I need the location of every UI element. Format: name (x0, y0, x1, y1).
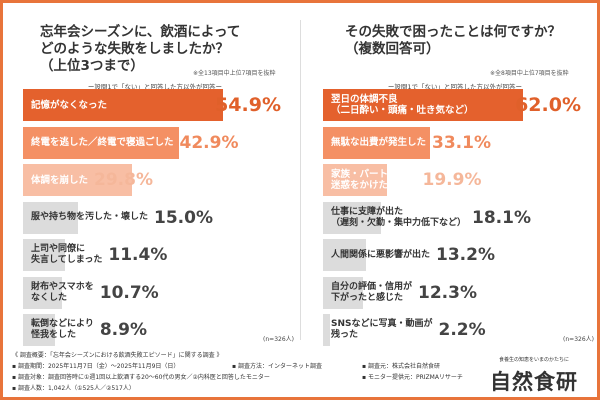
bar-label: SNSなどに写真・動画が 残った (331, 319, 433, 340)
bar (323, 164, 388, 196)
bar (23, 239, 65, 271)
bar-value: 2.2% (438, 320, 486, 340)
summary-heading: 《 調査概要：「忘年会シーズンにおける飲酒失敗エピソード」に関する調査 》 (12, 352, 223, 359)
chart-note: ※全8項目中上位7項目を抜粋 (490, 70, 569, 77)
bar (323, 314, 331, 346)
bar-label: 財布やスマホを なくした (31, 281, 94, 303)
survey-target: ▪ 調査対象：調査回答時に①週1回以上飲酒する20～60代の男女／②内科医と回答… (12, 374, 270, 381)
chart-subtitle: ー設問1で「ない」と回答した方以外が回答ー (387, 83, 523, 91)
bar (23, 314, 56, 346)
bar-value: 10.7% (99, 282, 159, 303)
survey-method: ▪ 調査方法：インターネット調査 (232, 363, 322, 370)
bar-row: 家族・パートナーに 迷惑をかけた 19.9% (323, 163, 593, 201)
bar-value: 62.0% (515, 94, 581, 116)
bar-list: 翌日の体調不良 （二日酔い・頭痛・吐き気など） 62.0% 無駄な出費が発生した 33… (323, 88, 593, 351)
bar-label: 上司や同僚に 失言してしまった (31, 244, 103, 265)
bar-row: 財布やスマホを なくした 10.7% (23, 276, 293, 314)
survey-provider: ▪ モニター提供元：PRIZMAリサーチ (362, 374, 463, 381)
bar-label: 転倒などにより 怪我をした (31, 319, 94, 340)
bar-row: 翌日の体調不良 （二日酔い・頭痛・吐き気など） 62.0% (323, 88, 593, 126)
bar (23, 276, 62, 309)
bar-row: 終電を逃した／終電で寝過ごした 42.9% (23, 126, 293, 164)
logo-name: 自然食研 (490, 370, 578, 394)
chart-note: ※全13項目中上位7項目を抜粋 (193, 70, 276, 77)
bar (23, 126, 180, 159)
bar-label: 体調を崩した (31, 174, 89, 186)
bar-row: SNSなどに写真・動画が 残った 2.2% (323, 313, 593, 351)
bar-row: 人間関係に悪影響が出た 13.2% (323, 238, 593, 276)
bar-value: 54.9% (215, 94, 281, 116)
bar-value: 13.2% (436, 245, 495, 265)
bar-label: 無駄な出費が発生した (331, 137, 427, 148)
survey-source: ▪ 調査元：株式会社自然食研 (362, 363, 440, 370)
logo: 食養生の知恵をいまのかたちに 自然食研 (490, 356, 578, 396)
bar-label: 自分の評価・信用が 下がったと感じた (331, 281, 413, 303)
sample-size: (n=326人) (263, 336, 294, 343)
divider (300, 20, 301, 340)
bar-row: 無駄な出費が発生した 33.1% (323, 126, 593, 164)
bar-value: 11.4% (108, 245, 168, 265)
bar-label: 人間関係に悪影響が出た (331, 249, 431, 260)
bar (23, 164, 132, 196)
bar-label: 終電を逃した／終電で寝過ごした (31, 137, 174, 148)
bar-value: 29.8% (94, 170, 153, 190)
chart-left: 忘年会シーズンに、飲酒によって どのような失敗をしましたか？ （上位3つまで） … (10, 10, 300, 346)
logo-tagline: 食養生の知恵をいまのかたちに (498, 357, 569, 363)
bar-label: 翌日の体調不良 （二日酔い・頭痛・吐き気など） (331, 94, 474, 116)
chart-title: 忘年会シーズンに、飲酒によって どのような失敗をしましたか？ （上位3つまで） (40, 24, 241, 74)
bar-value: 15.0% (154, 207, 213, 228)
bar-value: 19.9% (422, 170, 482, 190)
survey-count: ▪ 調査人数：1,042人（①525人／②517人） (12, 385, 135, 392)
sample-size: (n=326人) (563, 336, 594, 343)
bar-row: 服や持ち物を汚した・壊した 15.0% (23, 201, 293, 239)
bar (323, 239, 366, 271)
bar-value: 33.1% (432, 132, 491, 153)
bar-row: 転倒などにより 怪我をした 8.9% (23, 313, 293, 351)
bar-row: 上司や同僚に 失言してしまった 11.4% (23, 238, 293, 276)
chart-title: その失敗で困ったことは何ですか？ （複数回答可） (345, 24, 561, 57)
bar-label: 記憶がなくなった (31, 99, 108, 111)
bar (323, 89, 523, 121)
chart-right: その失敗で困ったことは何ですか？ （複数回答可） ※全8項目中上位7項目を抜粋 … (310, 10, 600, 346)
chart-subtitle: ー設問1で「ない」と回答した方以外が回答ー (87, 83, 223, 91)
bar-value: 8.9% (99, 320, 147, 340)
bar-row: 体調を崩した 29.8% (23, 163, 293, 201)
bar-label: 服や持ち物を汚した・壊した (31, 212, 149, 222)
bar-value: 18.1% (472, 207, 531, 228)
survey-period: ▪ 調査期間：2025年11月7日（金）～2025年11月9日（日） (12, 363, 180, 370)
bar (323, 276, 363, 309)
bar-value: 12.3% (418, 282, 477, 303)
survey-summary: 《 調査概要：「忘年会シーズンにおける飲酒失敗エピソード」に関する調査 》 ▪ … (12, 350, 463, 394)
bar (323, 201, 382, 234)
bar-label: 家族・パートナーに 迷惑をかけた (331, 169, 417, 191)
bar-row: 仕事に支障が出た （遅刻・欠勤・集中力低下など） 18.1% (323, 201, 593, 239)
bar (323, 126, 430, 159)
bar-label: 仕事に支障が出た （遅刻・欠勤・集中力低下など） (331, 206, 467, 228)
bar-row: 記憶がなくなった 54.9% (23, 88, 293, 126)
bar (23, 89, 223, 121)
bar-row: 自分の評価・信用が 下がったと感じた 12.3% (323, 276, 593, 314)
bar-value: 42.9% (179, 132, 239, 153)
bar-list: 記憶がなくなった 54.9% 終電を逃した／終電で寝過ごした 42.9% 体調を崩した 2… (23, 88, 293, 351)
bar (23, 201, 78, 234)
